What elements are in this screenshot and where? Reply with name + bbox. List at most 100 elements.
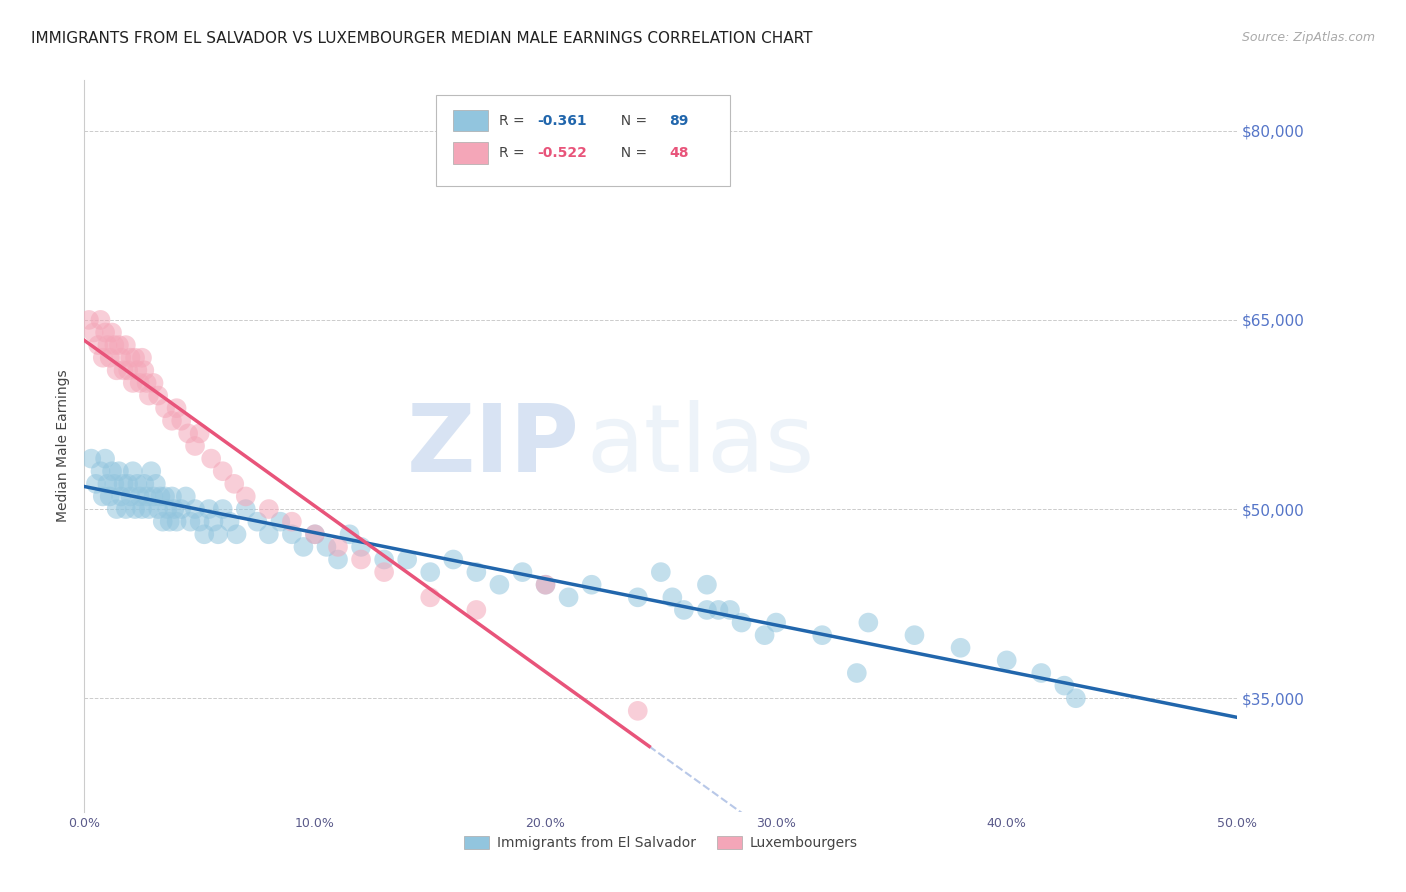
- Point: [121, 376, 143, 390]
- FancyBboxPatch shape: [436, 95, 730, 186]
- Point: [949, 640, 972, 655]
- Point: [177, 426, 200, 441]
- Point: [131, 351, 153, 365]
- Point: [903, 628, 925, 642]
- Point: [77, 313, 100, 327]
- Point: [184, 439, 207, 453]
- Point: [127, 476, 149, 491]
- Point: [292, 540, 315, 554]
- Point: [160, 414, 183, 428]
- Point: [350, 552, 373, 566]
- Point: [138, 502, 160, 516]
- Point: [1064, 691, 1087, 706]
- Point: [696, 603, 718, 617]
- Point: [117, 476, 139, 491]
- Point: [131, 502, 153, 516]
- Point: [105, 502, 128, 516]
- Point: [257, 527, 280, 541]
- Point: [373, 565, 395, 579]
- Point: [1053, 679, 1076, 693]
- Point: [115, 502, 138, 516]
- Point: [115, 338, 138, 352]
- Text: ZIP: ZIP: [408, 400, 581, 492]
- Point: [166, 401, 188, 416]
- Point: [512, 565, 534, 579]
- Text: N =: N =: [613, 113, 652, 128]
- Text: Source: ZipAtlas.com: Source: ZipAtlas.com: [1241, 31, 1375, 45]
- Point: [117, 363, 139, 377]
- Point: [534, 578, 557, 592]
- Point: [96, 338, 118, 352]
- Point: [650, 565, 672, 579]
- Point: [134, 363, 156, 377]
- Text: atlas: atlas: [586, 400, 814, 492]
- Point: [235, 490, 257, 504]
- Point: [101, 326, 124, 340]
- Point: [87, 338, 110, 352]
- Point: [396, 552, 419, 566]
- Point: [419, 565, 441, 579]
- Y-axis label: Median Male Earnings: Median Male Earnings: [56, 369, 70, 523]
- Point: [235, 502, 257, 516]
- Point: [718, 603, 741, 617]
- Point: [80, 451, 103, 466]
- Point: [128, 490, 150, 504]
- Point: [124, 502, 146, 516]
- FancyBboxPatch shape: [453, 143, 488, 164]
- Point: [103, 338, 125, 352]
- Text: IMMIGRANTS FROM EL SALVADOR VS LUXEMBOURGER MEDIAN MALE EARNINGS CORRELATION CHA: IMMIGRANTS FROM EL SALVADOR VS LUXEMBOUR…: [31, 31, 813, 46]
- Point: [153, 490, 176, 504]
- Point: [304, 527, 326, 541]
- Point: [315, 540, 337, 554]
- Point: [193, 527, 215, 541]
- Point: [672, 603, 695, 617]
- Text: 89: 89: [669, 113, 689, 128]
- Point: [138, 388, 160, 402]
- Point: [94, 451, 117, 466]
- Point: [96, 476, 118, 491]
- Point: [218, 515, 240, 529]
- Point: [142, 376, 165, 390]
- Point: [124, 351, 146, 365]
- Point: [160, 490, 183, 504]
- Point: [198, 502, 221, 516]
- Point: [811, 628, 834, 642]
- Point: [135, 376, 157, 390]
- Point: [89, 464, 111, 478]
- Text: -0.361: -0.361: [537, 113, 588, 128]
- Point: [120, 351, 142, 365]
- Point: [845, 665, 868, 680]
- Point: [84, 476, 107, 491]
- Point: [128, 376, 150, 390]
- Point: [488, 578, 510, 592]
- FancyBboxPatch shape: [453, 110, 488, 131]
- Point: [281, 527, 304, 541]
- Point: [105, 363, 128, 377]
- Point: [281, 515, 304, 529]
- Point: [707, 603, 730, 617]
- Point: [257, 502, 280, 516]
- Point: [98, 351, 121, 365]
- Point: [696, 578, 718, 592]
- Point: [373, 552, 395, 566]
- Point: [174, 490, 197, 504]
- Point: [246, 515, 269, 529]
- Point: [110, 490, 132, 504]
- Point: [225, 527, 247, 541]
- Point: [754, 628, 776, 642]
- Point: [350, 540, 373, 554]
- Point: [163, 502, 186, 516]
- Point: [101, 464, 124, 478]
- Point: [627, 591, 650, 605]
- Point: [108, 464, 131, 478]
- Point: [627, 704, 650, 718]
- Point: [121, 464, 143, 478]
- Point: [326, 552, 349, 566]
- Point: [184, 502, 207, 516]
- Point: [156, 502, 179, 516]
- Point: [145, 476, 167, 491]
- Point: [141, 464, 163, 478]
- Point: [146, 502, 169, 516]
- Point: [304, 527, 326, 541]
- Point: [207, 527, 229, 541]
